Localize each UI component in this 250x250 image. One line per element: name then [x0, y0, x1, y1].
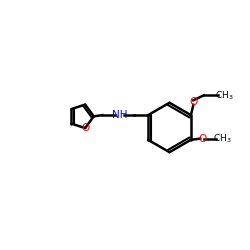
Text: CH$_3$: CH$_3$ — [215, 89, 234, 102]
Text: O: O — [189, 97, 198, 107]
Text: NH: NH — [112, 110, 128, 120]
Text: O: O — [198, 134, 206, 143]
Text: O: O — [81, 123, 89, 133]
Text: CH$_3$: CH$_3$ — [214, 132, 232, 145]
